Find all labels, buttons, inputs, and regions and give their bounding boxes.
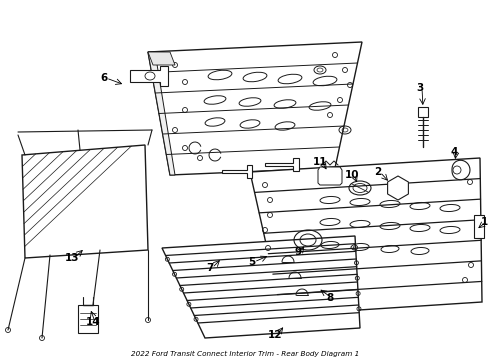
Polygon shape [148, 42, 362, 175]
Polygon shape [22, 145, 148, 258]
Text: 7: 7 [206, 263, 214, 273]
Polygon shape [418, 107, 428, 117]
Text: 13: 13 [65, 253, 79, 263]
Text: 12: 12 [268, 330, 282, 340]
Text: 2: 2 [374, 167, 382, 177]
Text: 4: 4 [450, 147, 458, 157]
Text: 14: 14 [86, 317, 100, 327]
Polygon shape [148, 52, 175, 65]
Polygon shape [162, 236, 360, 338]
Text: 10: 10 [345, 170, 359, 180]
Polygon shape [388, 176, 408, 200]
Text: 5: 5 [248, 257, 256, 267]
Polygon shape [222, 165, 252, 178]
Text: 8: 8 [326, 293, 334, 303]
Polygon shape [78, 305, 98, 333]
Text: 6: 6 [100, 73, 108, 83]
Text: 11: 11 [313, 157, 327, 167]
Text: 2022 Ford Transit Connect Interior Trim - Rear Body Diagram 1: 2022 Ford Transit Connect Interior Trim … [131, 351, 359, 357]
Polygon shape [265, 158, 299, 171]
Polygon shape [148, 52, 175, 175]
Polygon shape [130, 66, 168, 86]
Polygon shape [452, 160, 470, 180]
Text: 9: 9 [294, 247, 301, 257]
Text: 1: 1 [480, 217, 488, 227]
Polygon shape [250, 158, 482, 315]
Text: 3: 3 [416, 83, 424, 93]
Polygon shape [474, 215, 484, 238]
Polygon shape [318, 167, 342, 185]
